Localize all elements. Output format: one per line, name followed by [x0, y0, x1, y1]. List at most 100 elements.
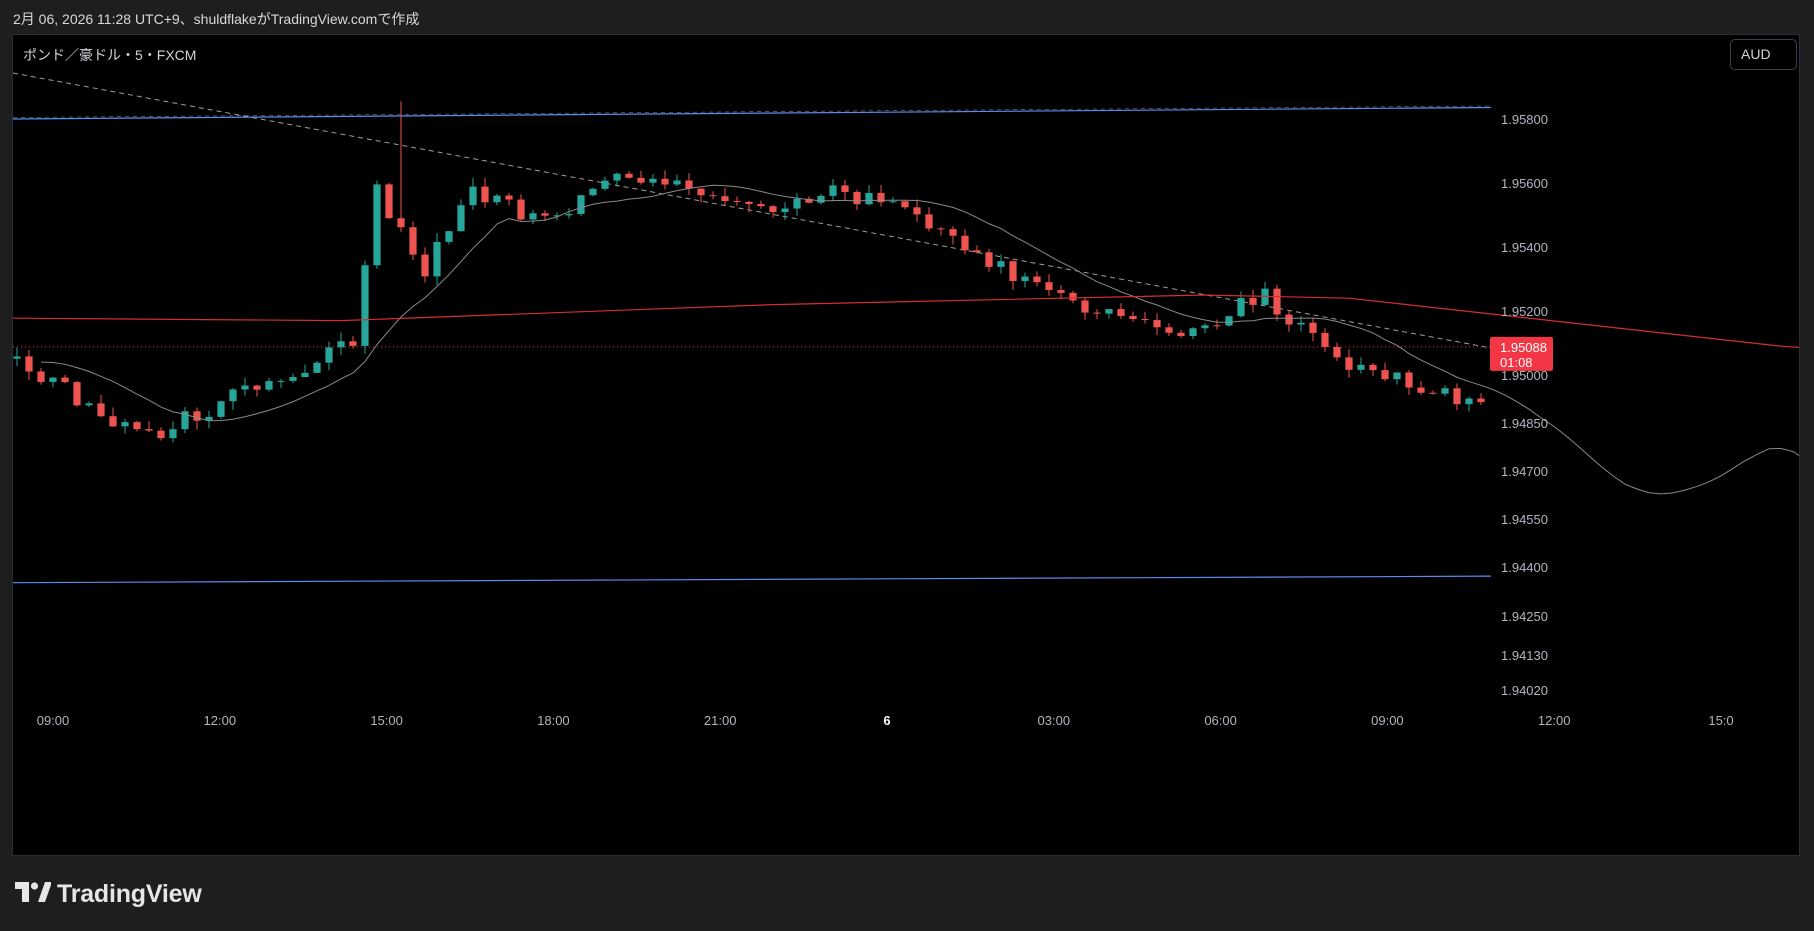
candle-body [169, 429, 177, 439]
candle-body [229, 389, 237, 402]
candle-body [1129, 315, 1137, 319]
candle [61, 374, 69, 384]
candle [745, 200, 753, 213]
candle-body [37, 371, 45, 382]
candle-body [349, 341, 357, 346]
horizontal-level-line[interactable] [13, 106, 1492, 120]
candle [1105, 308, 1113, 319]
candle-body [1441, 388, 1449, 394]
candle-body [1165, 327, 1173, 333]
candle-body [877, 192, 885, 203]
price-tick-label: 1.94130 [1501, 648, 1548, 663]
price-tick-label: 1.95400 [1501, 240, 1548, 255]
candle-body [1117, 309, 1125, 316]
candle-body [325, 347, 333, 363]
candle [913, 199, 921, 222]
fast-moving-average-line [40, 184, 1799, 495]
candle [1285, 310, 1293, 332]
chart-frame[interactable]: 1.95088 01:08 1.95800 1.95600 1.95400 1.9520… [12, 34, 1800, 856]
candle-body [745, 201, 753, 205]
candle-body [109, 416, 117, 427]
candle [1297, 316, 1305, 332]
candle-body [97, 403, 105, 417]
time-tick-label: 06:00 [1204, 713, 1237, 728]
candle-body [541, 213, 549, 216]
candle [37, 368, 45, 385]
candle-body [553, 215, 561, 217]
candle-body [1405, 372, 1413, 388]
candle-body [757, 204, 765, 207]
candle-body [265, 381, 273, 390]
candle [25, 349, 33, 380]
candle [1189, 326, 1197, 340]
candle [1369, 362, 1377, 376]
candle-body [301, 372, 309, 378]
candle-body [853, 192, 861, 205]
candle-body [133, 422, 141, 430]
candle-body [481, 186, 489, 203]
candle-body [1105, 309, 1113, 314]
candle [1177, 329, 1185, 338]
candle-body [505, 195, 513, 200]
candles-layer [13, 101, 1485, 443]
candle-body [1213, 325, 1221, 327]
candle-body [1021, 276, 1029, 282]
candle [97, 394, 105, 418]
candle [589, 187, 597, 197]
candle-body [409, 227, 417, 255]
candle [493, 193, 501, 206]
candle [1045, 274, 1053, 296]
time-axis: 09:00 12:00 15:00 18:00 21:00 6 03:00 06:00 09:0… [37, 713, 1734, 728]
candle-body [1429, 392, 1437, 394]
candle-body [433, 241, 441, 277]
drawing-layer [13, 72, 1492, 584]
candle [457, 199, 465, 232]
candle-body [1465, 398, 1473, 405]
candle [1165, 323, 1173, 336]
candle-body [1357, 364, 1365, 370]
candle-body [1333, 346, 1341, 358]
candle [973, 245, 981, 254]
candle [709, 191, 717, 200]
time-tick-label: 21:00 [704, 713, 737, 728]
candle [1033, 271, 1041, 287]
candle [1405, 369, 1413, 396]
candle [613, 172, 621, 187]
candle [517, 194, 525, 221]
candle [1021, 272, 1029, 288]
candle-body [769, 206, 777, 213]
time-tick-label: 15:00 [370, 713, 403, 728]
price-axis: 1.95800 1.95600 1.95400 1.95200 1.95000 1.948… [1501, 112, 1548, 698]
candle [157, 427, 165, 441]
candle-body [1093, 312, 1101, 314]
trendline[interactable] [13, 72, 1492, 349]
candle-body [217, 401, 225, 417]
candle-body [1201, 325, 1209, 329]
candle-body [985, 252, 993, 267]
candle-body [1285, 314, 1293, 325]
candle [373, 180, 381, 269]
candle-body [577, 195, 585, 214]
candle [901, 200, 909, 210]
candle [865, 185, 873, 206]
candle-body [709, 195, 717, 197]
candle-body [157, 430, 165, 439]
candle-body [1369, 364, 1377, 371]
candle-body [253, 385, 261, 390]
time-tick-label: 12:00 [204, 713, 237, 728]
candle-body [889, 201, 897, 203]
candle-body [181, 411, 189, 430]
candle [469, 177, 477, 211]
brand[interactable]: TradingView [15, 878, 202, 910]
candle [877, 185, 885, 207]
candle [133, 420, 141, 432]
currency-button[interactable]: AUD [1730, 39, 1797, 70]
candle-body [805, 198, 813, 203]
candle [985, 248, 993, 272]
horizontal-level-line[interactable] [13, 575, 1492, 584]
candle [1201, 323, 1209, 334]
symbol-label: ポンド／豪ドル・5・FXCM [23, 47, 197, 63]
candle-body [25, 356, 33, 372]
candle-body [817, 195, 825, 203]
